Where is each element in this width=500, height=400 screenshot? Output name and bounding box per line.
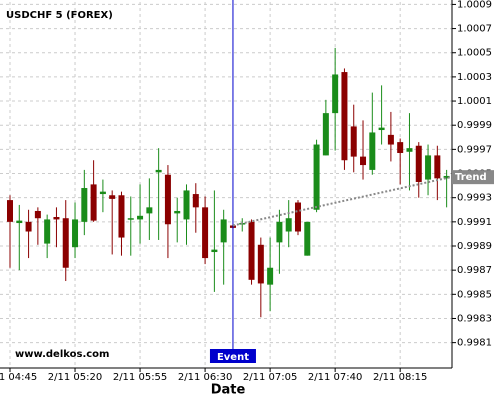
candle-body <box>406 148 413 152</box>
candle-body <box>16 220 23 224</box>
y-tick-label: 0.9989 <box>457 241 492 252</box>
candle-body <box>72 219 79 248</box>
candle-body <box>248 221 255 280</box>
candle-body <box>7 200 13 222</box>
candle-body <box>164 174 171 225</box>
candle-body <box>44 219 51 244</box>
x-tick-label: 2/11 06:30 <box>178 372 232 383</box>
candle-body <box>183 190 190 220</box>
candle-body <box>415 145 422 182</box>
candle-body <box>304 221 311 256</box>
y-tick-label: 0.9983 <box>457 313 492 324</box>
y-tick-label: 1.0009 <box>457 0 492 10</box>
y-tick-label: 0.9981 <box>457 338 492 349</box>
y-tick-label: 0.9997 <box>457 144 492 155</box>
y-tick-label: 1.0001 <box>457 96 492 107</box>
candle-body <box>360 156 367 166</box>
candle-body <box>294 202 301 232</box>
candle-body <box>397 142 404 153</box>
candle-body <box>350 126 357 157</box>
x-tick-label: 2/11 05:20 <box>48 372 102 383</box>
y-tick-label: 0.9999 <box>457 120 492 131</box>
y-tick-label: 0.9993 <box>457 193 492 204</box>
y-tick-label: 0.9991 <box>457 217 492 228</box>
candle-body <box>202 207 209 259</box>
y-tick-label: 0.9987 <box>457 265 492 276</box>
candle-body <box>109 195 116 199</box>
candle-body <box>322 113 329 156</box>
x-tick-label: 2/11 07:05 <box>243 372 297 383</box>
candle-body <box>425 155 432 180</box>
marks <box>7 47 450 318</box>
candle-body <box>434 155 441 179</box>
candle-body <box>276 221 283 243</box>
candle-body <box>313 144 320 210</box>
chart-title: USDCHF 5 (FOREX) <box>6 10 113 21</box>
event-label: Event <box>217 352 249 363</box>
candle-body <box>155 169 162 173</box>
candle-body <box>137 215 144 220</box>
candle-body <box>267 267 274 285</box>
candle-body <box>62 218 69 268</box>
candle-body <box>332 74 339 114</box>
candle-body <box>378 127 385 131</box>
y-tick-label: 1.0007 <box>457 24 492 35</box>
candle-body <box>127 218 134 220</box>
candle-body <box>34 210 41 219</box>
y-tick-label: 1.0005 <box>457 48 492 59</box>
x-tick-label: 2/11 07:40 <box>308 372 362 383</box>
x-tick-label: 2/11 05:55 <box>113 372 167 383</box>
trend-line <box>232 176 451 227</box>
y-tick-label: 0.9985 <box>457 289 492 300</box>
candle-body <box>90 184 97 221</box>
candle-body <box>53 217 60 220</box>
candle-body <box>257 244 264 284</box>
candle-body <box>146 207 153 214</box>
candle-body <box>443 175 450 179</box>
watermark: www.delkos.com <box>15 349 109 360</box>
candle-body <box>220 219 227 243</box>
candle-body <box>285 218 292 232</box>
x-tick-label: 2/11 08:15 <box>373 372 427 383</box>
candle-body <box>369 132 376 170</box>
trend-box <box>452 170 494 185</box>
x-tick-label: 2/11 04:45 <box>0 372 37 383</box>
y-tick-label: 1.0003 <box>457 72 492 83</box>
x-axis-label: Date <box>211 383 246 398</box>
trend-label: Trend <box>455 172 487 183</box>
candle-body <box>387 134 394 145</box>
candle-body <box>118 195 125 238</box>
event-box <box>209 349 256 363</box>
candle-body <box>25 221 32 232</box>
candle-body <box>174 210 181 214</box>
candle-body <box>341 72 348 161</box>
candle-body <box>192 194 199 208</box>
candle-body <box>99 191 106 195</box>
candle-body <box>211 249 218 253</box>
candle-body <box>81 188 88 222</box>
